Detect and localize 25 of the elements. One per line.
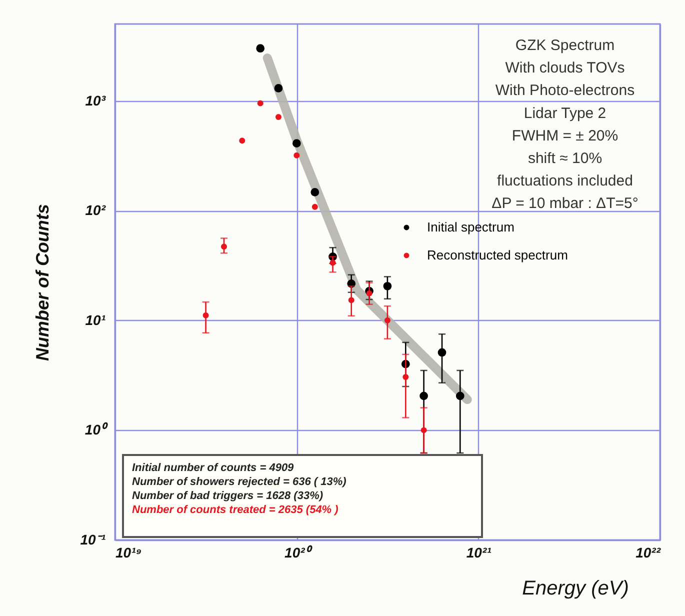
legend-label: Reconstructed spectrum	[427, 248, 568, 262]
legend-label: Initial spectrum	[427, 220, 514, 234]
annotation: Initial number of counts = 4909	[132, 461, 295, 475]
annotation: Lidar Type 2	[524, 104, 606, 122]
annotation: ΔP = 10 mbar : ΔT=5°	[492, 195, 638, 212]
annotation: GZK Spectrum	[515, 37, 615, 54]
annotation: shift ≈ 10%	[528, 150, 602, 167]
annotation: fluctuations included	[497, 172, 633, 190]
x-axis-title: Energy (eV)	[522, 578, 629, 600]
annotation: With clouds TOVs	[505, 60, 625, 77]
annotation: FWHM = ± 20%	[512, 127, 618, 144]
annotation: Number of counts treated = 2635 (54% )	[132, 503, 340, 517]
y-axis-title: Number of Counts	[32, 204, 52, 361]
y-tick-label: 10²	[85, 202, 106, 218]
x-tick-label: 10²¹	[466, 544, 492, 560]
x-tick-label: 10¹⁹	[116, 544, 142, 560]
x-tick-label: 10²²	[636, 544, 661, 560]
y-tick-label: 10¹	[85, 312, 106, 328]
annotation: Number of showers rejected = 636 ( 13%)	[132, 475, 348, 489]
annotation: With Photo-electrons	[495, 82, 635, 100]
x-tick-label: 10²⁰	[284, 544, 313, 560]
y-tick-label: 10⁻¹	[80, 532, 106, 548]
annotation: Number of bad triggers = 1628 (33%)	[132, 489, 324, 503]
y-tick-label: 10⁰	[84, 422, 108, 438]
y-tick-label: 10³	[85, 92, 106, 108]
